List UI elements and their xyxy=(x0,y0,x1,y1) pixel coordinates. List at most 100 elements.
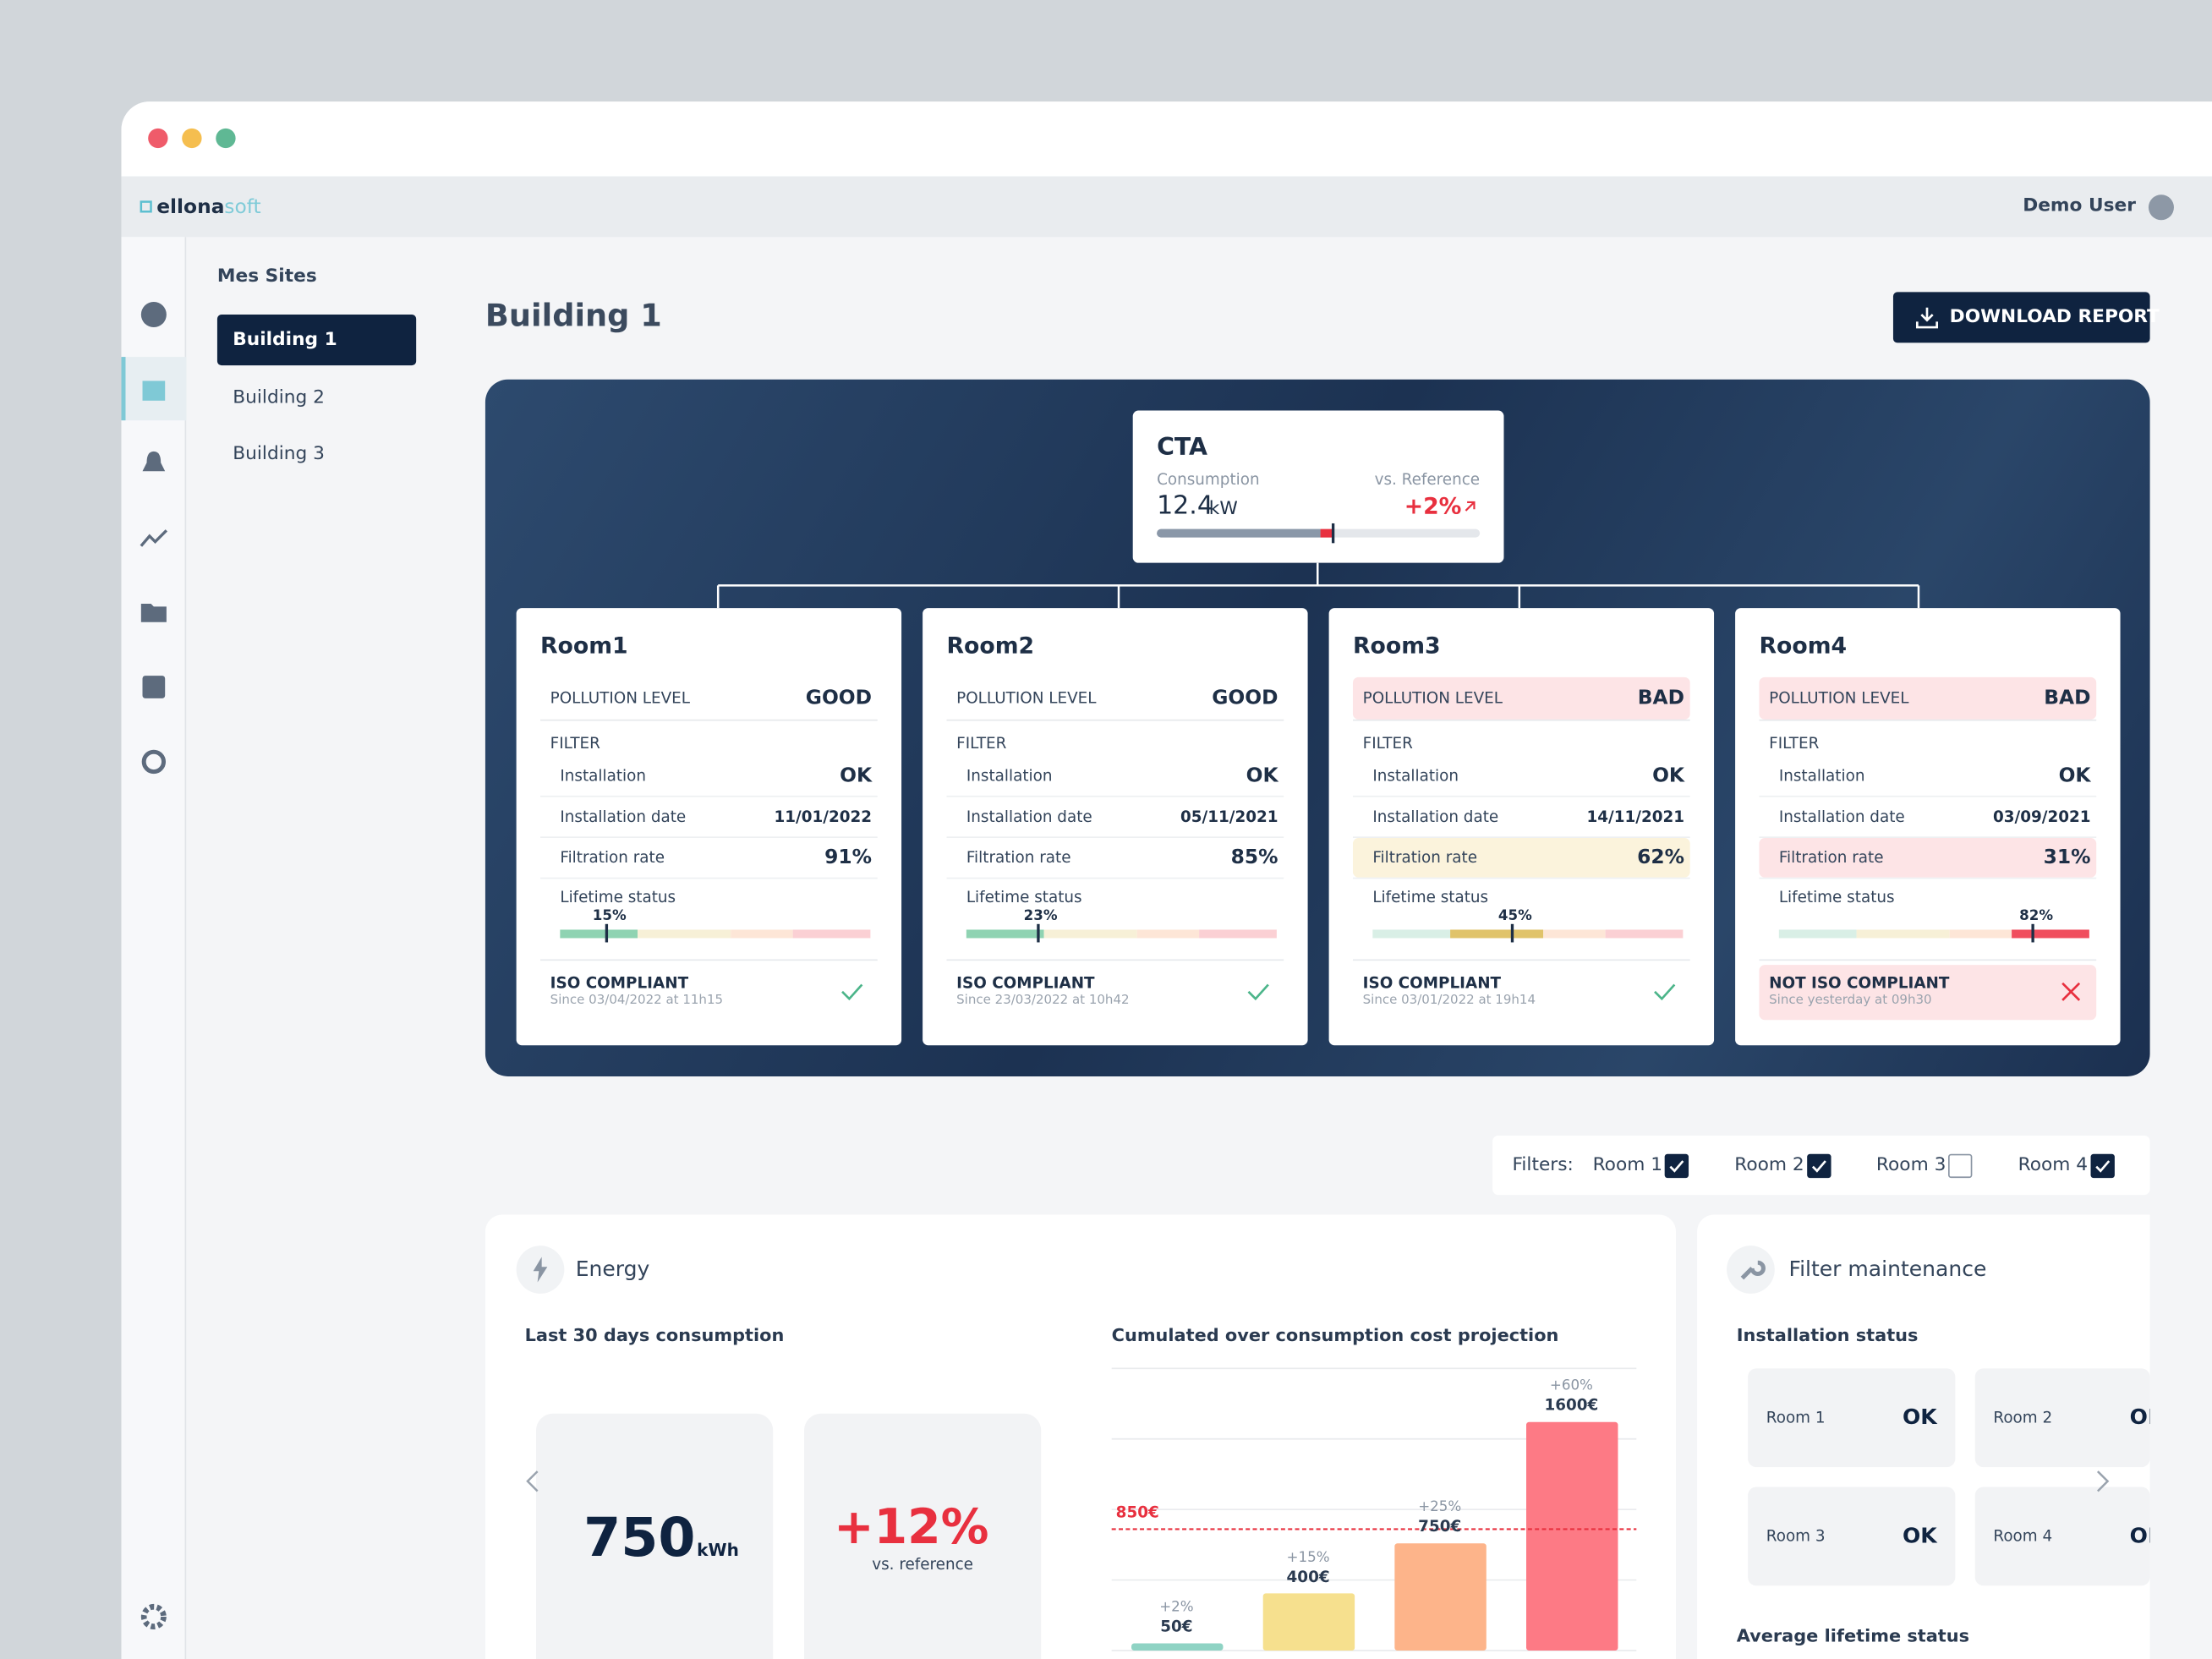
tile-status: OK xyxy=(2129,1523,2150,1549)
maintenance-subtitle: Installation status xyxy=(1736,1324,1919,1346)
filter-checkbox[interactable] xyxy=(1948,1153,1973,1179)
room-name: Room1 xyxy=(539,632,628,660)
tile-room: Room 4 xyxy=(1993,1527,2053,1546)
check-glyph xyxy=(841,983,863,1001)
status-tile: Room 4 OK xyxy=(1974,1487,2150,1586)
bar-change-label: +25% xyxy=(1418,1499,1462,1515)
chevron xyxy=(2096,1470,2110,1492)
separator xyxy=(1352,877,1690,879)
filter-name[interactable]: Room 4 xyxy=(2018,1154,2089,1176)
row-value: 62% xyxy=(1637,846,1685,869)
site-selected[interactable] xyxy=(216,315,417,366)
filter-label: FILTER xyxy=(956,734,1007,753)
site-link[interactable]: Building 2 xyxy=(233,386,325,408)
checkmark xyxy=(1669,1160,1684,1173)
lifetime-label: Lifetime status xyxy=(1778,888,1895,906)
row-value: 11/01/2022 xyxy=(774,808,873,826)
alarm-icon[interactable] xyxy=(142,451,166,472)
iso-status: ISO COMPLIANT xyxy=(956,974,1095,993)
lifetime-value: 23% xyxy=(1023,908,1058,924)
filter-label: FILTER xyxy=(1769,734,1820,753)
consumption-tile xyxy=(535,1413,774,1659)
lifetime-marker xyxy=(1036,923,1039,943)
cta-unit: kW xyxy=(1208,498,1238,520)
check-glyph xyxy=(1811,1160,1826,1173)
cta-arrow xyxy=(1465,501,1476,512)
connectors xyxy=(716,562,1920,609)
cycle-icon[interactable] xyxy=(141,749,167,775)
iso-icon xyxy=(841,983,863,1001)
filter-name[interactable]: Room 1 xyxy=(1592,1154,1663,1176)
building-icon[interactable] xyxy=(142,381,166,401)
lifetime-segment xyxy=(1043,929,1137,939)
globe-icon[interactable] xyxy=(140,302,167,328)
icon-rail xyxy=(121,237,187,1659)
avatar[interactable] xyxy=(2148,194,2174,221)
separator xyxy=(539,959,878,961)
report-icon[interactable] xyxy=(142,676,166,698)
site-link[interactable]: Building 3 xyxy=(233,443,325,465)
filter-name[interactable]: Room 3 xyxy=(1875,1154,1946,1176)
row-label: Installation date xyxy=(1372,808,1499,826)
separator xyxy=(1352,719,1690,721)
separator xyxy=(1352,836,1690,839)
pollution-label: POLLUTION LEVEL xyxy=(1769,688,1909,708)
tile-status: OK xyxy=(1903,1404,1937,1430)
folder-icon[interactable] xyxy=(140,604,167,622)
row-highlight xyxy=(1352,838,1690,878)
minimize-dot[interactable] xyxy=(182,128,202,149)
row-label: Installation xyxy=(560,766,647,786)
rail-icons xyxy=(140,302,168,1629)
iso-highlight xyxy=(1759,965,2097,1021)
cta-consumption-label: Consumption xyxy=(1157,470,1260,490)
row-value: 85% xyxy=(1230,846,1278,869)
settings-icon[interactable] xyxy=(140,1603,167,1629)
lifetime-label: Lifetime status xyxy=(1372,888,1489,906)
iso-icon xyxy=(1247,983,1269,1001)
filter-checkbox[interactable] xyxy=(2089,1153,2115,1179)
download-button[interactable] xyxy=(1892,292,2150,343)
filter-label: FILTER xyxy=(1362,734,1413,753)
bolt-icon xyxy=(533,1257,548,1283)
row-label: Installation xyxy=(1372,766,1459,786)
maintenance-footer: Average lifetime status xyxy=(1736,1624,1970,1646)
zoom-dot[interactable] xyxy=(216,128,236,149)
app-header xyxy=(121,176,2212,238)
bar-value-label: 50€ xyxy=(1160,1617,1193,1636)
row-label: Installation date xyxy=(1778,808,1905,826)
filter-checkbox[interactable] xyxy=(1664,1153,1689,1179)
row-value: OK xyxy=(2058,764,2091,787)
pollution-value: BAD xyxy=(2044,687,2091,710)
site-link[interactable]: Building 1 xyxy=(233,329,337,351)
separator xyxy=(946,719,1284,721)
lifetime-segment xyxy=(1778,929,1857,939)
row-label: Installation date xyxy=(966,808,1092,826)
lifetime-segment xyxy=(1372,929,1451,939)
cta-title: CTA xyxy=(1157,434,1207,463)
wrench-glyph xyxy=(1740,1260,1766,1280)
iso-since: Since 03/01/2022 at 19h14 xyxy=(1362,994,1536,1009)
download-label[interactable]: DOWNLOAD REPORT xyxy=(1949,306,2160,328)
lifetime-segment xyxy=(1605,929,1684,939)
pollution-label: POLLUTION LEVEL xyxy=(1362,688,1503,708)
cta-bar-fill xyxy=(1157,528,1321,538)
lifetime-segment xyxy=(731,929,793,939)
pollution-value: GOOD xyxy=(1212,687,1278,710)
iso-since: Since 03/04/2022 at 11h15 xyxy=(550,994,724,1009)
tile-room: Room 1 xyxy=(1766,1408,1826,1427)
cta-bar-marker xyxy=(1331,523,1335,544)
trend-icon[interactable] xyxy=(140,529,168,547)
tile-room: Room 3 xyxy=(1766,1527,1826,1546)
room-name: Room2 xyxy=(946,632,1035,660)
chart-title: Cumulated over consumption cost projecti… xyxy=(1111,1324,1559,1346)
filter-checkbox[interactable] xyxy=(1806,1153,1831,1179)
separator xyxy=(1352,795,1690,797)
lifetime-segment xyxy=(2012,929,2089,939)
close-dot[interactable] xyxy=(148,128,168,149)
carousel-next xyxy=(2096,1470,2110,1492)
filter-name[interactable]: Room 2 xyxy=(1734,1154,1804,1176)
pollution-highlight xyxy=(1759,676,2097,720)
row-value: 14/11/2021 xyxy=(1586,808,1685,826)
user-name[interactable]: Demo User xyxy=(2023,195,2136,217)
